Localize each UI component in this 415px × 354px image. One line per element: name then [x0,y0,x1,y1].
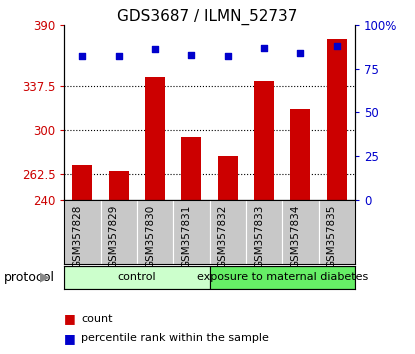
Bar [64,200,101,264]
Bar [73,165,93,200]
Bar [290,109,310,200]
Bar [173,200,210,264]
Point [333,43,340,48]
Text: GSM357828: GSM357828 [73,205,83,268]
Bar [64,266,210,289]
Text: GSM357831: GSM357831 [181,205,191,268]
Bar [137,200,173,264]
Point [79,53,86,59]
Bar [282,200,319,264]
Text: GSM357830: GSM357830 [145,205,155,268]
Point [225,53,231,59]
Point [115,53,122,59]
Bar [327,39,347,200]
Text: GSM357832: GSM357832 [218,205,228,268]
Bar [210,200,246,264]
Text: ■: ■ [64,312,76,325]
Point [152,46,159,52]
Bar [100,200,137,264]
Text: GSM357835: GSM357835 [327,205,337,268]
Point [297,50,304,56]
Text: count: count [81,314,112,324]
Bar [254,81,274,200]
Text: exposure to maternal diabetes: exposure to maternal diabetes [197,272,368,282]
Bar [218,156,238,200]
Text: percentile rank within the sample: percentile rank within the sample [81,333,269,343]
Text: GSM357829: GSM357829 [109,205,119,268]
Bar [319,200,355,264]
Text: GDS3687 / ILMN_52737: GDS3687 / ILMN_52737 [117,9,298,25]
Text: GSM357833: GSM357833 [254,205,264,268]
Point [261,45,267,50]
Text: GSM357834: GSM357834 [290,205,300,268]
Bar [181,137,201,200]
Bar [246,200,282,264]
Text: protocol: protocol [4,270,55,284]
Point [188,52,195,57]
Bar [210,266,355,289]
Text: ▶: ▶ [40,270,50,284]
Bar [109,171,129,200]
Text: ■: ■ [64,332,76,344]
Bar [145,77,165,200]
Text: control: control [117,272,156,282]
